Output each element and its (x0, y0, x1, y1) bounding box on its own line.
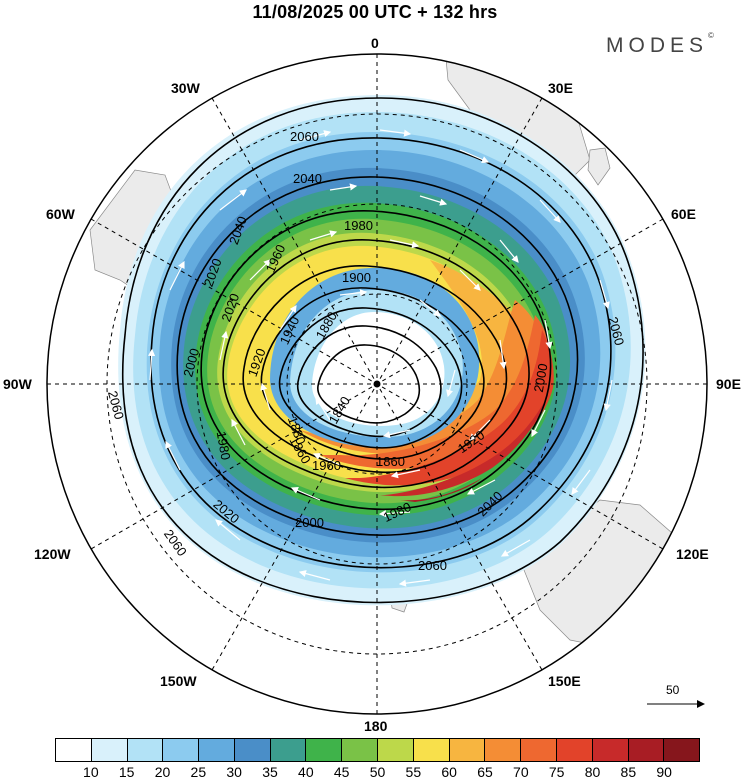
lon-label-150w: 150W (160, 673, 197, 689)
lon-label-30e: 30E (548, 80, 573, 96)
lon-label-60e: 60E (671, 206, 696, 222)
contour-label: 2060 (105, 389, 127, 421)
colorbar-swatch (270, 739, 307, 761)
contour-label: 2060 (290, 129, 319, 144)
colorbar-tick-label: 55 (405, 764, 422, 780)
contour-label: 2060 (418, 558, 447, 573)
contour-label: 2000 (295, 515, 324, 530)
colorbar-swatch (449, 739, 486, 761)
lon-label-90e: 90E (716, 376, 741, 392)
brand-logo: MODES© (606, 31, 714, 58)
wind-speed-shading (118, 95, 646, 606)
colorbar-swatch (485, 739, 522, 761)
colorbar-swatch (521, 739, 557, 761)
colorbar-tick-label: 10 (83, 764, 99, 780)
lon-label-60w: 60W (46, 206, 75, 222)
lon-label-150e: 150E (548, 673, 581, 689)
colorbar-tick-label: 45 (333, 764, 350, 780)
colorbar-swatch (91, 739, 128, 761)
colorbar-swatch (378, 739, 414, 761)
land-madagascar (587, 147, 611, 186)
colorbar-swatch (592, 739, 629, 761)
colorbar-swatch (234, 739, 271, 761)
contour-label: 1980 (344, 218, 373, 233)
contour-label: 1900 (342, 270, 371, 285)
map-boundary (46, 53, 708, 715)
contour-label: 1960 (312, 458, 341, 473)
colorbar-swatch (127, 739, 164, 761)
copyright-mark: © (708, 31, 714, 40)
colorbar-tick-label: 20 (154, 764, 171, 780)
colorbar-swatch (306, 739, 343, 761)
contour-label: 1860 (376, 454, 405, 469)
wind-vectors (148, 129, 613, 587)
colorbar-swatch (163, 739, 200, 761)
colorbar-swatch (56, 739, 92, 761)
map-title: 11/08/2025 00 UTC + 132 hrs (252, 2, 498, 22)
colorbar-swatch (664, 739, 700, 761)
lon-label-120w: 120W (34, 546, 71, 562)
colorbar-swatch (199, 739, 235, 761)
lon-label-0: 0 (371, 35, 379, 51)
south-pole-marker (373, 380, 381, 388)
contour-label: 2000 (180, 347, 202, 379)
colorbar-tick-label: 60 (441, 764, 457, 780)
contour-label: 2060 (605, 315, 627, 347)
colorbar-tick-label: 85 (620, 764, 637, 780)
shade-85 (380, 395, 548, 497)
lon-label-30w: 30W (171, 80, 200, 96)
colorbar-tick-label: 70 (513, 764, 529, 780)
colorbar-swatch (342, 739, 379, 761)
shade-80 (345, 330, 554, 486)
colorbar-swatch (628, 739, 665, 761)
colorbar-tick-label: 80 (584, 764, 601, 780)
colorbar (55, 738, 700, 762)
colorbar-tick-label: 65 (477, 764, 493, 780)
colorbar-tick-label: 40 (298, 764, 314, 780)
shade-70 (300, 300, 543, 455)
contour-label: 1980 (214, 430, 234, 461)
colorbar-tick-label: 50 (369, 764, 386, 780)
colorbar-tick-label: 15 (118, 764, 135, 780)
lon-label-120e: 120E (676, 546, 709, 562)
colorbar-ticks: 10 15 20 25 30 35 40 45 50 55 60 65 70 75 80 85 90 (55, 764, 700, 782)
colorbar-tick-label: 75 (548, 764, 565, 780)
contour-label: 2040 (293, 171, 322, 186)
colorbar-tick-label: 90 (656, 764, 672, 780)
lon-label-90w: 90W (3, 376, 32, 392)
colorbar-tick-label: 30 (226, 764, 242, 780)
height-contours (122, 97, 644, 604)
contour-label: 2000 (531, 362, 551, 393)
colorbar-tick-label: 35 (262, 764, 278, 780)
colorbar-tick-label: 25 (190, 764, 207, 780)
colorbar-swatch (556, 739, 593, 761)
brand-text: MODES (606, 34, 709, 57)
reference-vector-label: 50 (666, 683, 680, 697)
lon-label-180: 180 (364, 718, 388, 734)
colorbar-swatch (413, 739, 450, 761)
